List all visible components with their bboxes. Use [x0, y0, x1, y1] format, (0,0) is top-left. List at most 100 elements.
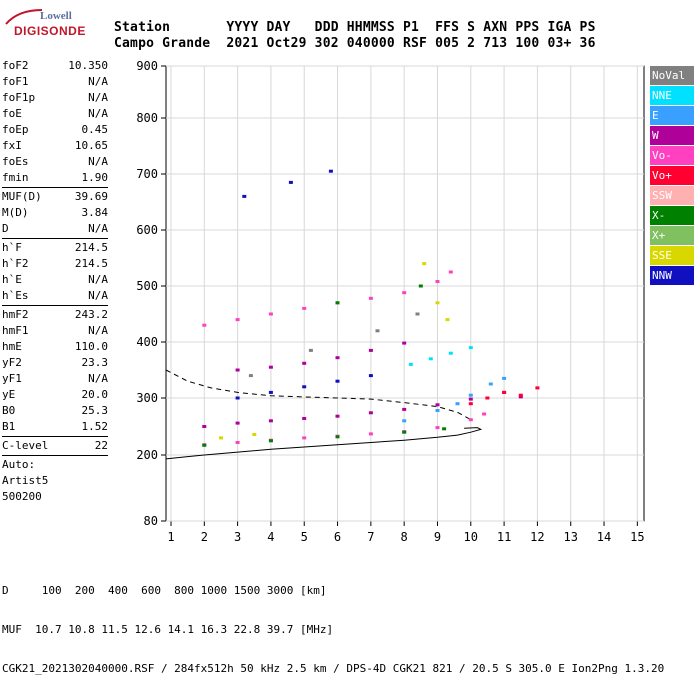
param-value: N/A: [88, 372, 108, 385]
param-label: h`E: [2, 273, 22, 286]
param-value: 23.3: [81, 356, 109, 369]
param-row: foEp 0.45: [2, 122, 108, 138]
trace-point: [402, 430, 407, 434]
trace-point: [485, 396, 490, 400]
y-tick-label: 800: [136, 111, 158, 125]
logo-swoosh-icon: [5, 9, 43, 25]
trace-point: [335, 435, 340, 439]
legend-item: X+: [650, 226, 694, 245]
param-value: N/A: [88, 75, 108, 88]
param-row: fxI 10.65: [2, 138, 108, 154]
param-row: B0 25.3: [2, 403, 108, 419]
param-label: foEp: [2, 123, 29, 136]
param-label: hmF2: [2, 308, 29, 321]
param-value: N/A: [88, 222, 108, 235]
y-tick-label: 500: [136, 279, 158, 293]
trace-point: [202, 443, 207, 447]
trace-point: [482, 412, 487, 416]
trace-point: [535, 386, 540, 390]
param-label: D: [2, 222, 9, 235]
param-separator: [2, 455, 108, 456]
trace-point: [435, 426, 440, 430]
trace-point: [235, 441, 240, 444]
param-value: 214.5: [74, 241, 108, 254]
trace-point: [268, 390, 273, 394]
trace-point: [502, 390, 507, 394]
x-tick-label: 11: [497, 530, 511, 544]
footer-muf-row: MUF 10.7 10.8 11.5 12.6 14.1 16.3 22.8 3…: [2, 623, 334, 636]
param-label: foEs: [2, 155, 29, 168]
param-row: h`F 214.5: [2, 240, 108, 256]
param-value: N/A: [88, 107, 108, 120]
trace-point: [235, 396, 240, 400]
trace-point: [422, 262, 427, 266]
param-value: 110.0: [74, 340, 108, 353]
param-separator: [2, 238, 108, 239]
legend-item: SSE: [650, 246, 694, 265]
param-label: foF2: [2, 59, 29, 72]
trace-point: [448, 351, 453, 355]
y-tick-label: 300: [136, 391, 158, 405]
x-tick-label: 4: [267, 530, 274, 544]
trace-point: [302, 361, 307, 365]
param-row: foF1p N/A: [2, 90, 108, 106]
param-label: hmF1: [2, 324, 29, 337]
trace-point: [402, 419, 407, 423]
param-separator: [2, 436, 108, 437]
trace-point: [268, 439, 273, 443]
x-tick-label: 12: [530, 530, 544, 544]
legend-item: W: [650, 126, 694, 145]
header-labels: Station YYYY DAY DDD HHMMSS P1 FFS S AXN…: [114, 20, 596, 35]
param-value: 20.0: [81, 388, 109, 401]
param-value: 214.5: [74, 257, 108, 270]
trace-point: [202, 425, 207, 428]
trace-point: [268, 419, 273, 423]
param-row: yF1 N/A: [2, 371, 108, 387]
x-tick-label: 13: [563, 530, 577, 544]
trace-point: [435, 403, 440, 407]
trace-point: [418, 284, 423, 288]
legend-item: Vo-: [650, 146, 694, 165]
param-value: 10.350: [68, 59, 108, 72]
trace-point: [502, 376, 507, 380]
y-tick-label: 900: [136, 59, 158, 73]
trace-point: [252, 433, 257, 436]
auto-scaling-info: Auto:: [2, 458, 36, 471]
param-row: hmF1 N/A: [2, 323, 108, 339]
param-label: B1: [2, 420, 16, 433]
trace-point: [488, 382, 493, 386]
trace-point: [518, 395, 523, 399]
y-tick-label: 200: [136, 448, 158, 462]
param-value: N/A: [88, 324, 108, 337]
trace-point: [302, 385, 307, 389]
param-label: h`Es: [2, 289, 29, 302]
param-label: foE: [2, 107, 22, 120]
trace-point: [402, 291, 407, 295]
param-value: N/A: [88, 155, 108, 168]
trace-point: [242, 194, 247, 198]
param-row: h`E N/A: [2, 272, 108, 288]
trace-point: [335, 379, 340, 383]
param-row: h`F2 214.5: [2, 256, 108, 272]
trace-point: [435, 301, 440, 305]
logo-line1: Lowell: [40, 10, 72, 22]
param-label: fxI: [2, 139, 22, 152]
param-row: D N/A: [2, 221, 108, 237]
auto-scaling-info: 500200: [2, 490, 42, 503]
trace-point: [368, 348, 373, 352]
y-tick-label: 600: [136, 223, 158, 237]
trace-point: [518, 393, 523, 397]
y-tick-label: 400: [136, 335, 158, 349]
legend-item: Vo+: [650, 166, 694, 185]
trace-point: [368, 432, 373, 436]
param-value: N/A: [88, 289, 108, 302]
param-separator: [2, 187, 108, 188]
trace-point: [435, 409, 440, 412]
trace-point: [235, 318, 240, 322]
x-tick-label: 7: [367, 530, 374, 544]
trace-point: [248, 374, 253, 378]
y-tick-label: 80: [144, 514, 158, 528]
trace-point: [428, 357, 433, 361]
x-tick-label: 2: [201, 530, 208, 544]
trace-point: [368, 296, 373, 300]
